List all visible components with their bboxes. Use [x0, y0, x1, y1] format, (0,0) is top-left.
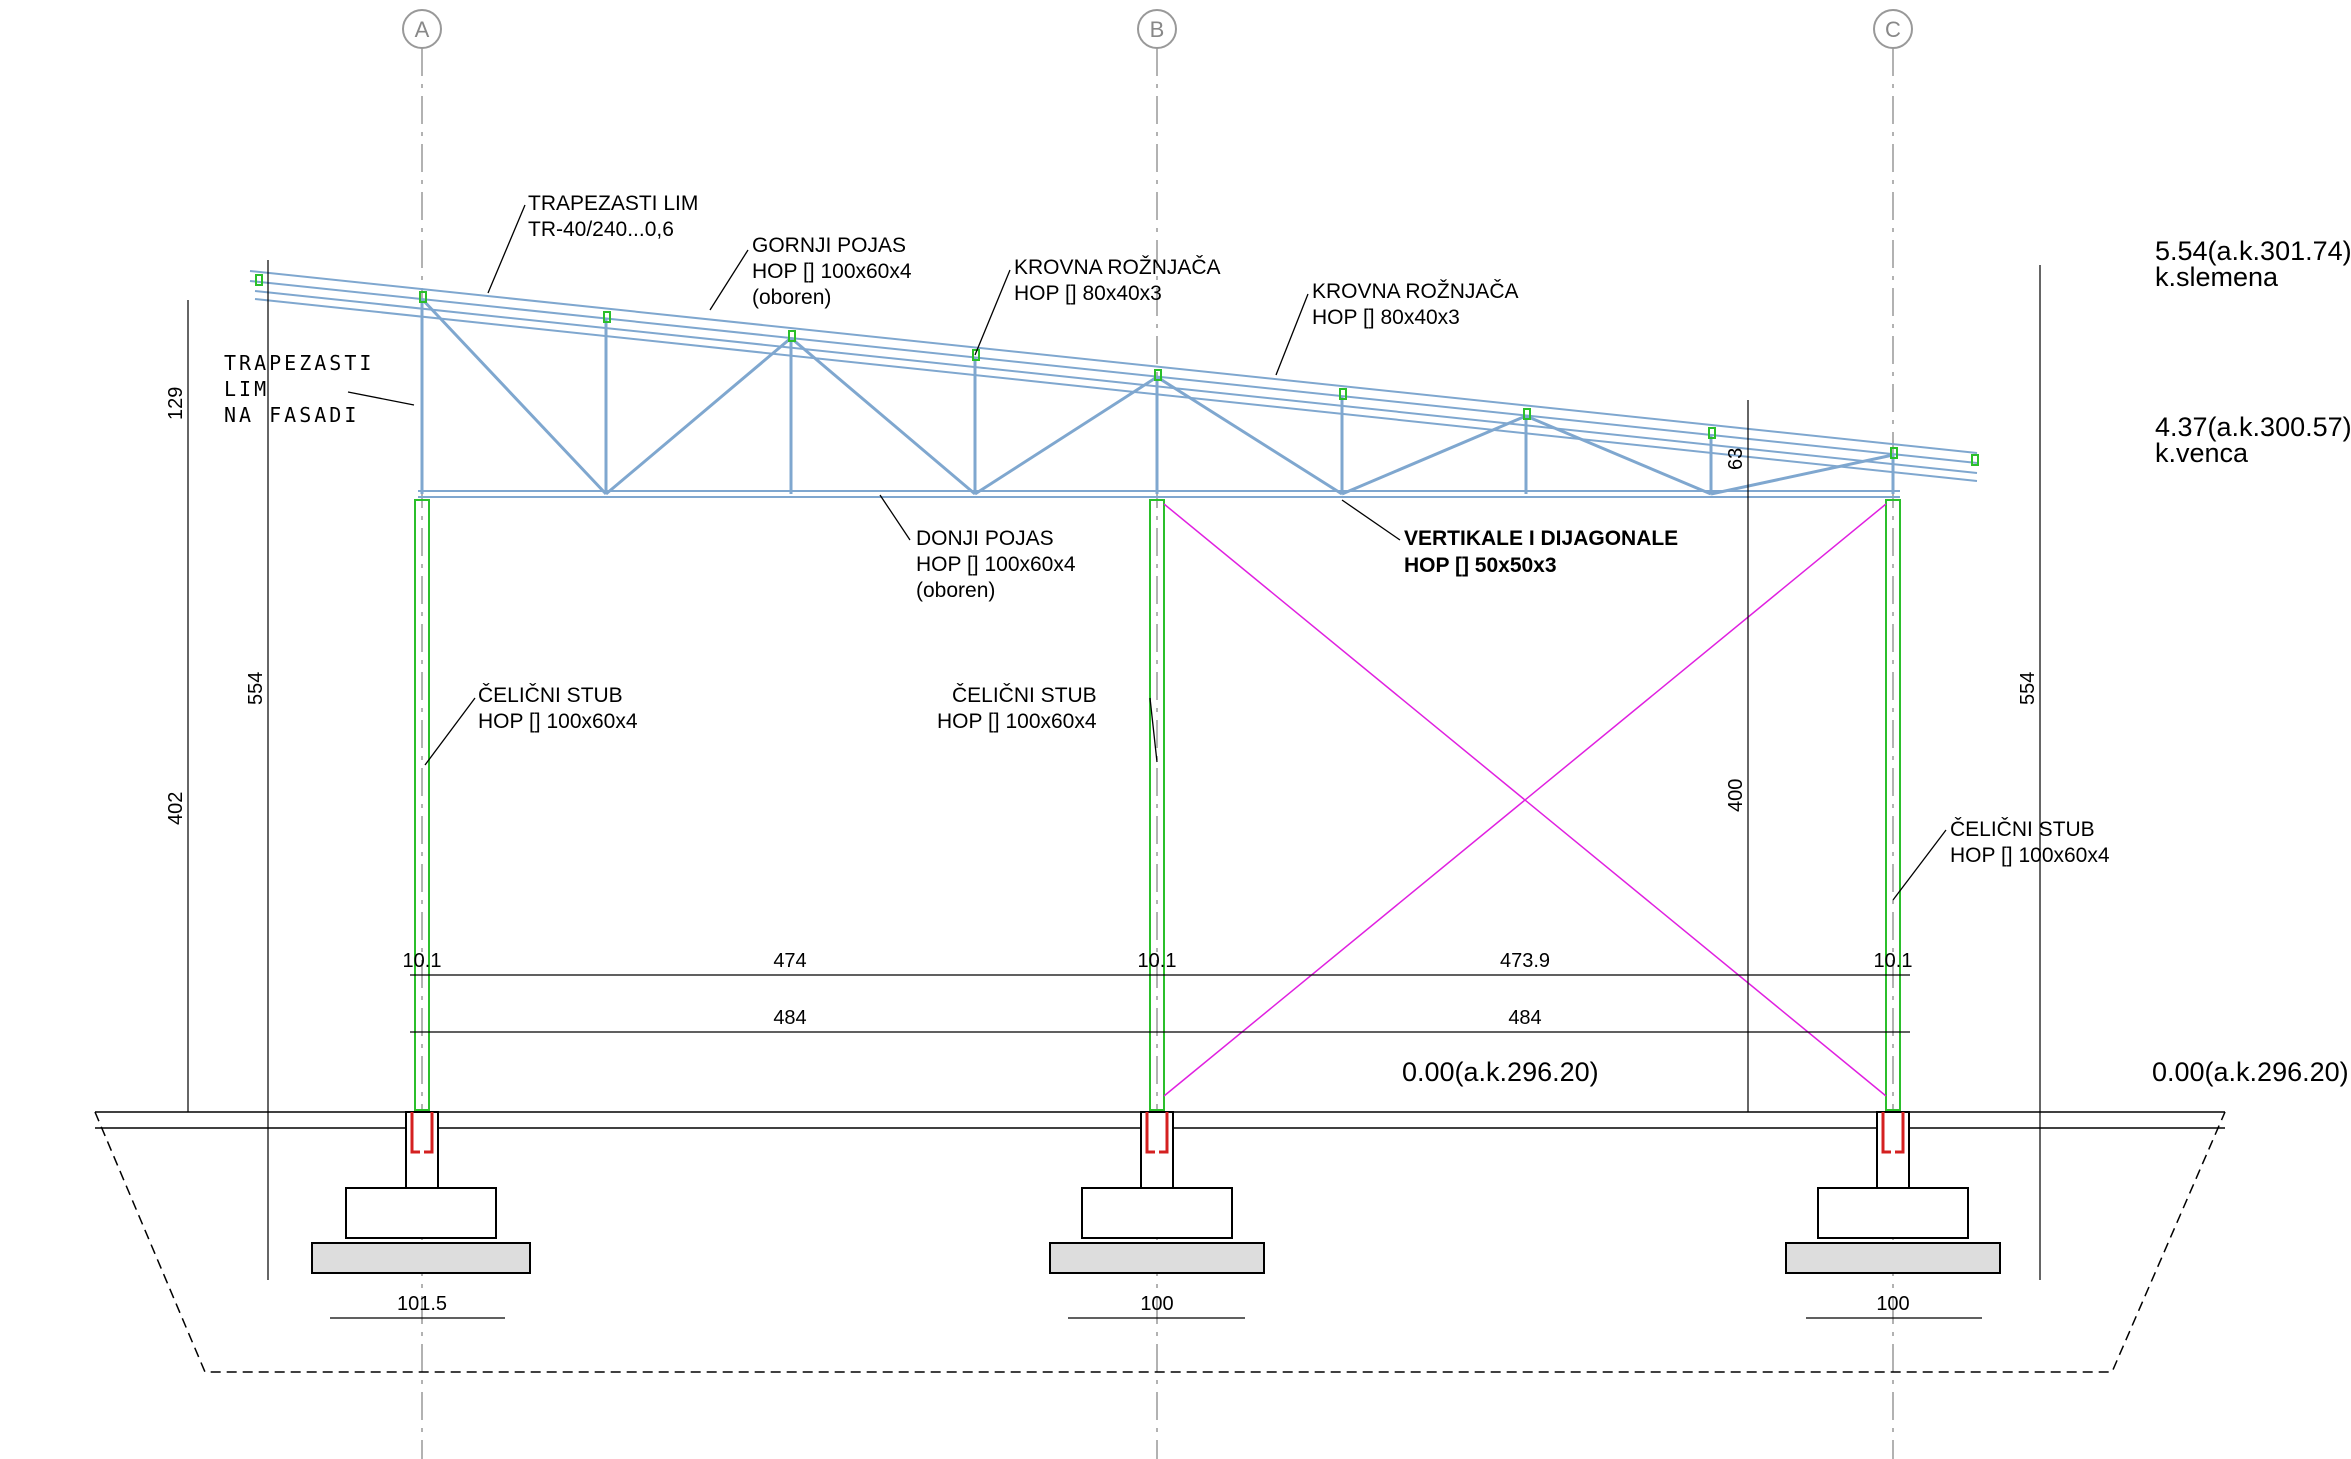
- col-c-label-1: ČELIČNI STUB: [1950, 818, 2095, 841]
- purlin1-label-1: KROVNA ROŽNJAČA: [1014, 256, 1221, 279]
- dim-col-b: 10.1: [1138, 950, 1177, 972]
- axis-label-b: B: [1150, 17, 1165, 42]
- dim-473-9: 473.9: [1500, 950, 1550, 972]
- col-b-label-2: HOP [] 100x60x4: [937, 710, 1097, 733]
- leader-lines: [347, 204, 1947, 901]
- dim-foot-a: 101.5: [397, 1293, 447, 1315]
- purlin2-label-1: KROVNA ROŽNJAČA: [1312, 280, 1519, 303]
- top-chord-label-2: HOP [] 100x60x4: [752, 260, 912, 283]
- facade-label-2: LIM: [224, 377, 269, 401]
- axis-label-c: C: [1885, 17, 1901, 42]
- dim-474: 474: [773, 950, 806, 972]
- col-c-label-2: HOP [] 100x60x4: [1950, 844, 2110, 867]
- dim-col-a: 10.1: [403, 950, 442, 972]
- bottom-chord: [418, 490, 1900, 498]
- axis-label-a: A: [415, 17, 430, 42]
- col-a-label-1: ČELIČNI STUB: [478, 684, 623, 707]
- dim-554-right: 554: [2017, 672, 2039, 705]
- web-label-1: VERTIKALE I DIJAGONALE: [1404, 527, 1678, 550]
- top-chord-label-1: GORNJI POJAS: [752, 234, 906, 257]
- eave-level-value: 4.37(a.k.300.57): [2155, 412, 2351, 442]
- purlin-markers: [255, 274, 1979, 466]
- ground-level-right: 0.00(a.k.296.20): [2152, 1057, 2349, 1087]
- purlin2-label-2: HOP [] 80x40x3: [1312, 306, 1460, 329]
- web-label-2: HOP [] 50x50x3: [1404, 554, 1557, 577]
- top-chord-label-3: (oboren): [752, 286, 831, 309]
- axis-bubbles: [402, 9, 1913, 49]
- ground-level-mid: 0.00(a.k.296.20): [1402, 1057, 1599, 1087]
- anchor-brackets: [410, 1112, 1905, 1154]
- facade-label-3: NA FASADI: [224, 403, 359, 427]
- dim-129: 129: [165, 387, 187, 420]
- col-b-label-1: ČELIČNI STUB: [952, 684, 1097, 707]
- roof-sheet-label-1: TRAPEZASTI LIM: [528, 192, 698, 215]
- bottom-chord-label-3: (oboren): [916, 579, 995, 602]
- bottom-chord-label-2: HOP [] 100x60x4: [916, 553, 1076, 576]
- purlin1-label-2: HOP [] 80x40x3: [1014, 282, 1162, 305]
- dim-402: 402: [165, 792, 187, 825]
- steel-columns: [414, 499, 1901, 1111]
- dim-400: 400: [1725, 779, 1747, 812]
- dim-foot-c: 100: [1876, 1293, 1909, 1315]
- dim-col-c: 10.1: [1874, 950, 1913, 972]
- roof-sheet: [249, 270, 1978, 482]
- facade-label-1: TRAPEZASTI: [224, 351, 374, 375]
- cross-bracing: [1163, 503, 1887, 1097]
- dim-63: 63: [1725, 448, 1747, 470]
- dim-554-left: 554: [245, 672, 267, 705]
- ridge-level-value: 5.54(a.k.301.74): [2155, 236, 2351, 266]
- roof-sheet-label-2: TR-40/240...0,6: [528, 218, 674, 241]
- bottom-chord-label-1: DONJI POJAS: [916, 527, 1054, 550]
- ridge-level: 5.54(a.k.301.74) k.slemena: [2155, 236, 2351, 292]
- col-a-label-2: HOP [] 100x60x4: [478, 710, 638, 733]
- eave-level-name: k.venca: [2155, 438, 2249, 468]
- dim-foot-b: 100: [1140, 1293, 1173, 1315]
- dim-484-left: 484: [773, 1007, 806, 1029]
- dimension-lines: [187, 260, 2041, 1319]
- foundations: [311, 1111, 2001, 1274]
- dim-484-right: 484: [1508, 1007, 1541, 1029]
- eave-level: 4.37(a.k.300.57) k.venca: [2155, 412, 2351, 468]
- ridge-level-name: k.slemena: [2155, 262, 2279, 292]
- truss-web: [420, 297, 1895, 496]
